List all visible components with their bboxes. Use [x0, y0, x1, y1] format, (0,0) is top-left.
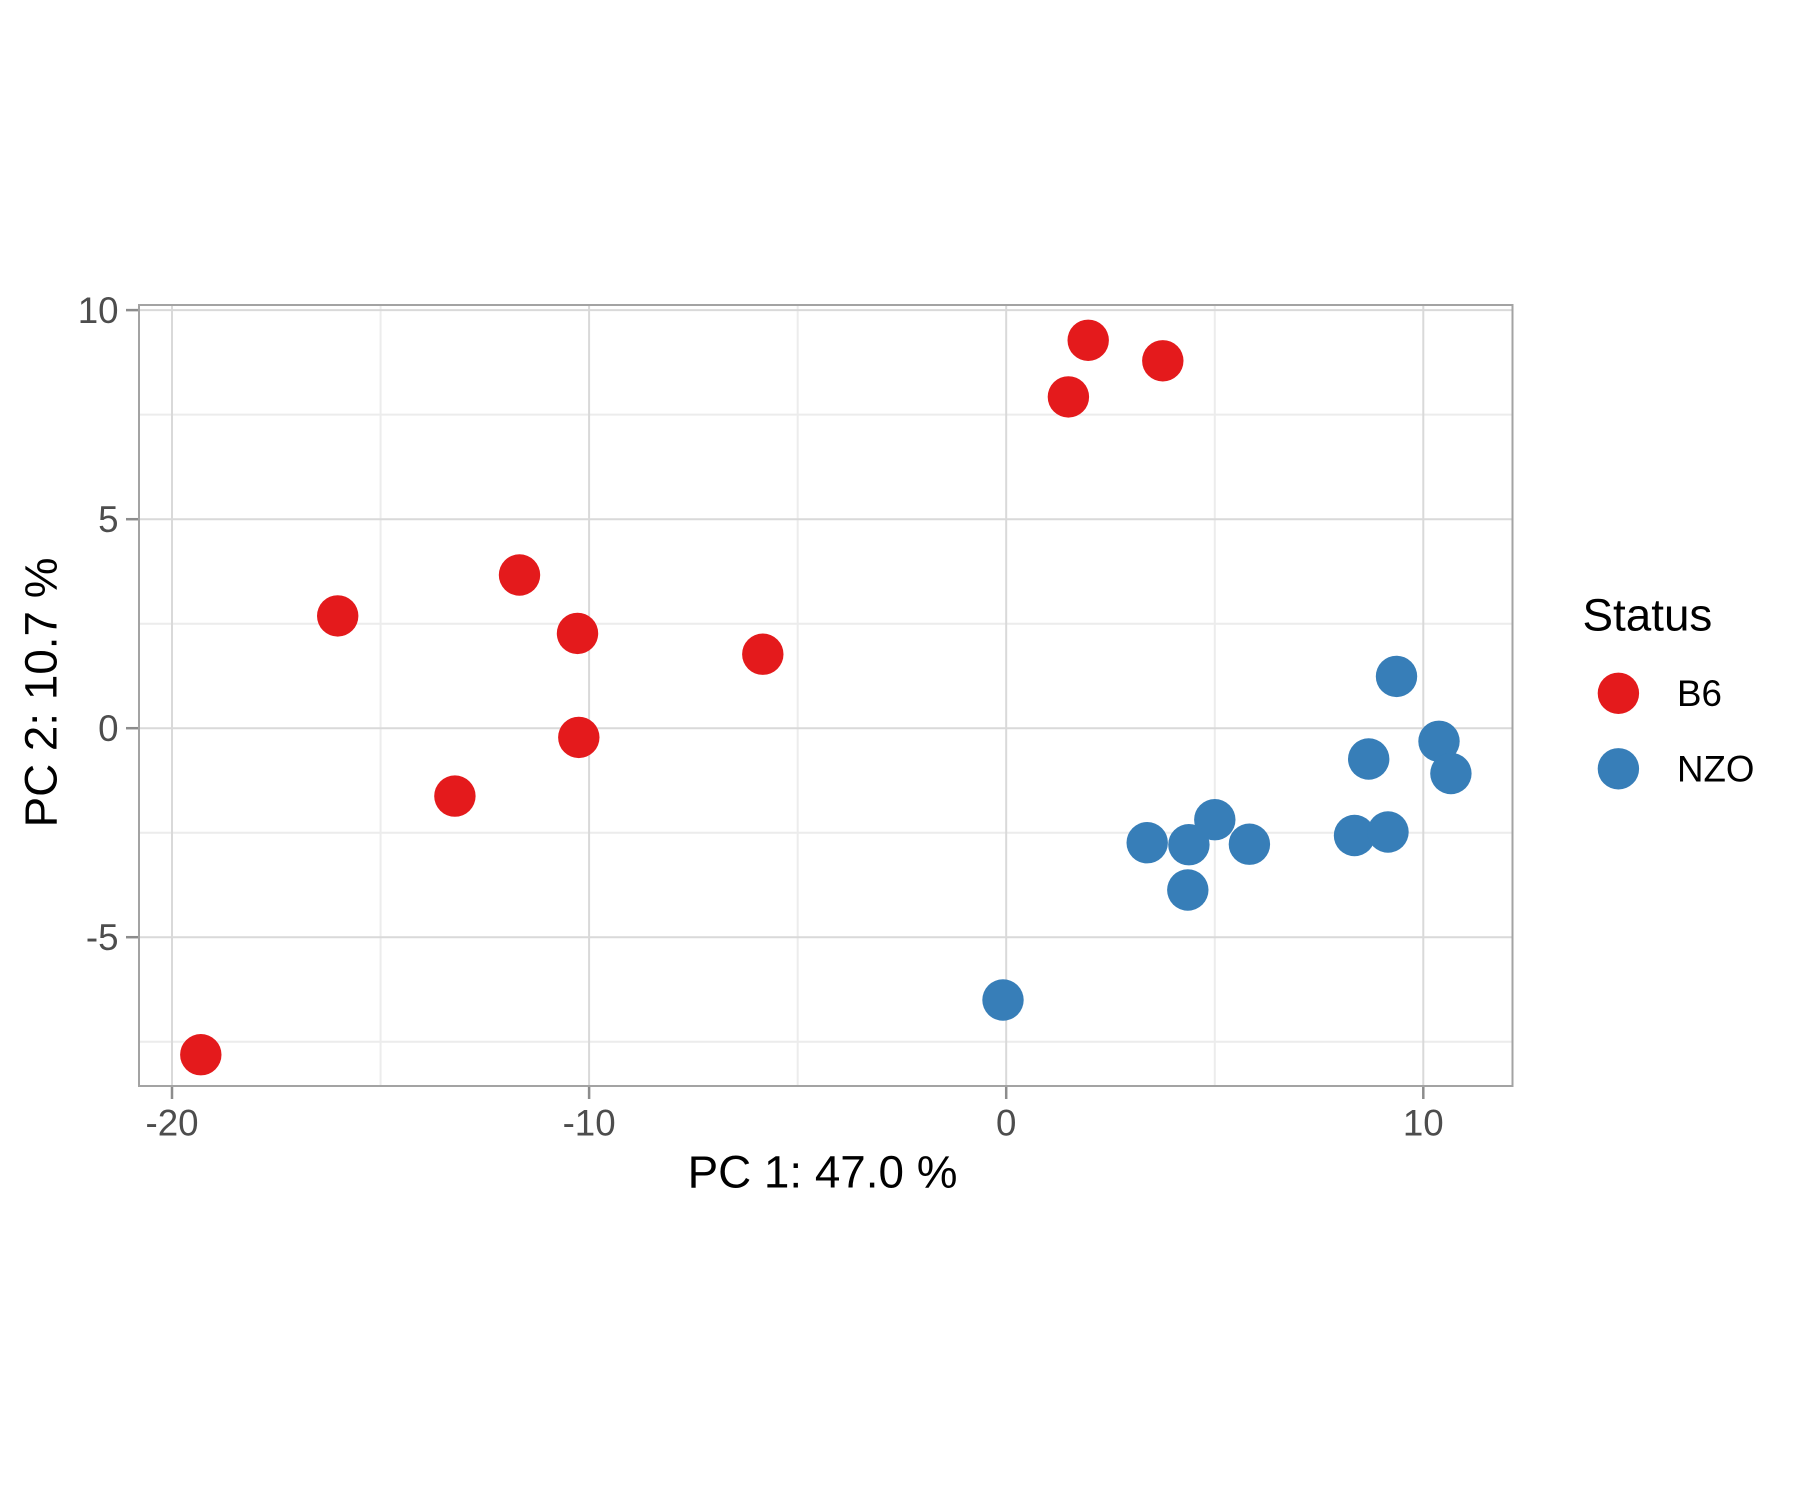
svg-text:B6: B6 [1677, 673, 1722, 714]
svg-text:10: 10 [1403, 1103, 1444, 1144]
svg-text:5: 5 [98, 499, 118, 540]
svg-text:0: 0 [996, 1103, 1016, 1144]
svg-text:-10: -10 [563, 1103, 616, 1144]
svg-text:0: 0 [98, 708, 118, 749]
svg-text:-20: -20 [145, 1103, 198, 1144]
svg-text:PC 2: 10.7 %: PC 2: 10.7 % [15, 558, 66, 828]
svg-text:PC 1: 47.0 %: PC 1: 47.0 % [688, 1146, 958, 1197]
svg-text:Status: Status [1583, 590, 1713, 641]
svg-text:NZO: NZO [1677, 748, 1754, 789]
svg-text:-5: -5 [86, 917, 119, 958]
svg-text:10: 10 [78, 290, 119, 331]
